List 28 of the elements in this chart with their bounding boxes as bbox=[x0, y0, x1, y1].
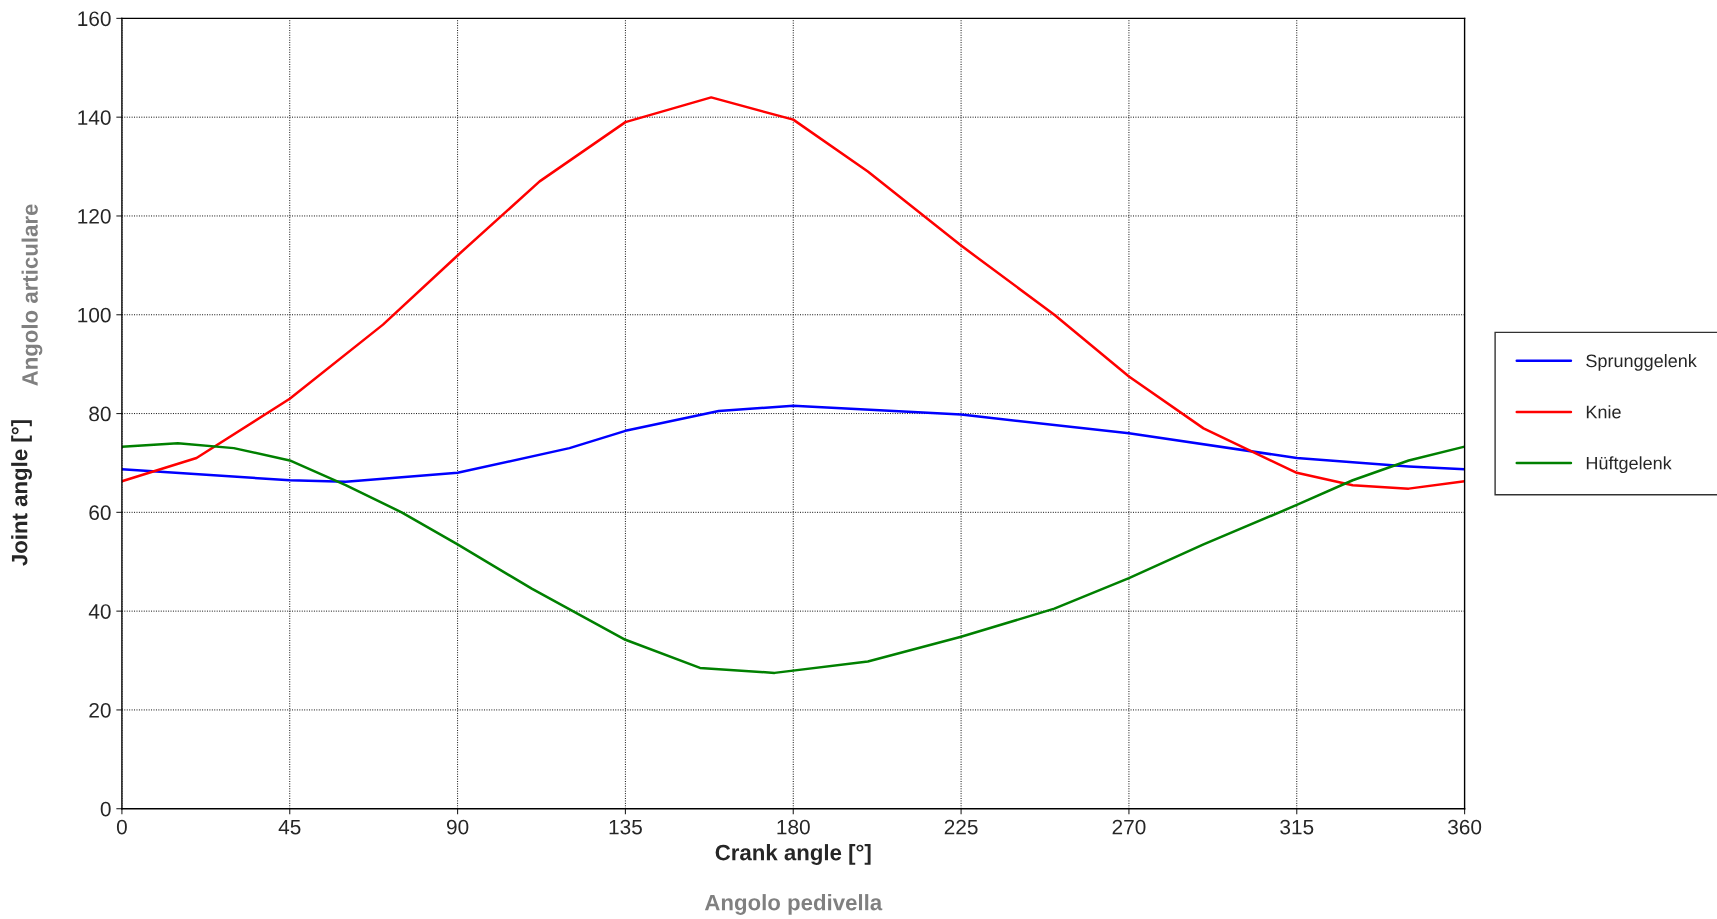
line-series bbox=[121, 441, 1465, 675]
x-tick-label: 0 bbox=[116, 819, 127, 835]
x-tick-label: 225 bbox=[944, 819, 978, 835]
line-series bbox=[121, 404, 1465, 483]
legend-label: Sprunggelenk bbox=[1586, 354, 1697, 371]
y-tick-label: 0 bbox=[100, 801, 111, 817]
y-tick-label: 140 bbox=[78, 110, 111, 125]
y-tick-label: 60 bbox=[89, 505, 111, 521]
x-tick-label: 270 bbox=[1112, 819, 1146, 835]
x-tick-label: 360 bbox=[1448, 819, 1482, 835]
y-tick-label: 100 bbox=[78, 307, 111, 323]
y-tick-label: 80 bbox=[89, 406, 111, 422]
x-axis-title: Crank angle [°] bbox=[715, 844, 871, 865]
y-tick-label: 20 bbox=[89, 702, 111, 718]
text: Angolo pedivella bbox=[704, 894, 883, 915]
x-tick-label: 135 bbox=[609, 819, 642, 835]
line-series bbox=[121, 96, 1465, 490]
x-tick-label: 180 bbox=[777, 819, 810, 835]
text: Angolo articulare bbox=[21, 204, 43, 386]
x-tick-label: 90 bbox=[446, 819, 469, 835]
x-tick-label: 45 bbox=[278, 819, 301, 835]
legend-label: Knie bbox=[1586, 405, 1621, 419]
y-tick-label: 40 bbox=[88, 604, 111, 619]
y-tick-label: 120 bbox=[78, 208, 111, 224]
y-tick-label: 160 bbox=[78, 11, 111, 27]
y-axis-title: Joint angle [°] bbox=[11, 420, 32, 566]
legend-label: Hüftgelenk bbox=[1586, 456, 1672, 474]
x-tick-label: 315 bbox=[1280, 819, 1314, 835]
